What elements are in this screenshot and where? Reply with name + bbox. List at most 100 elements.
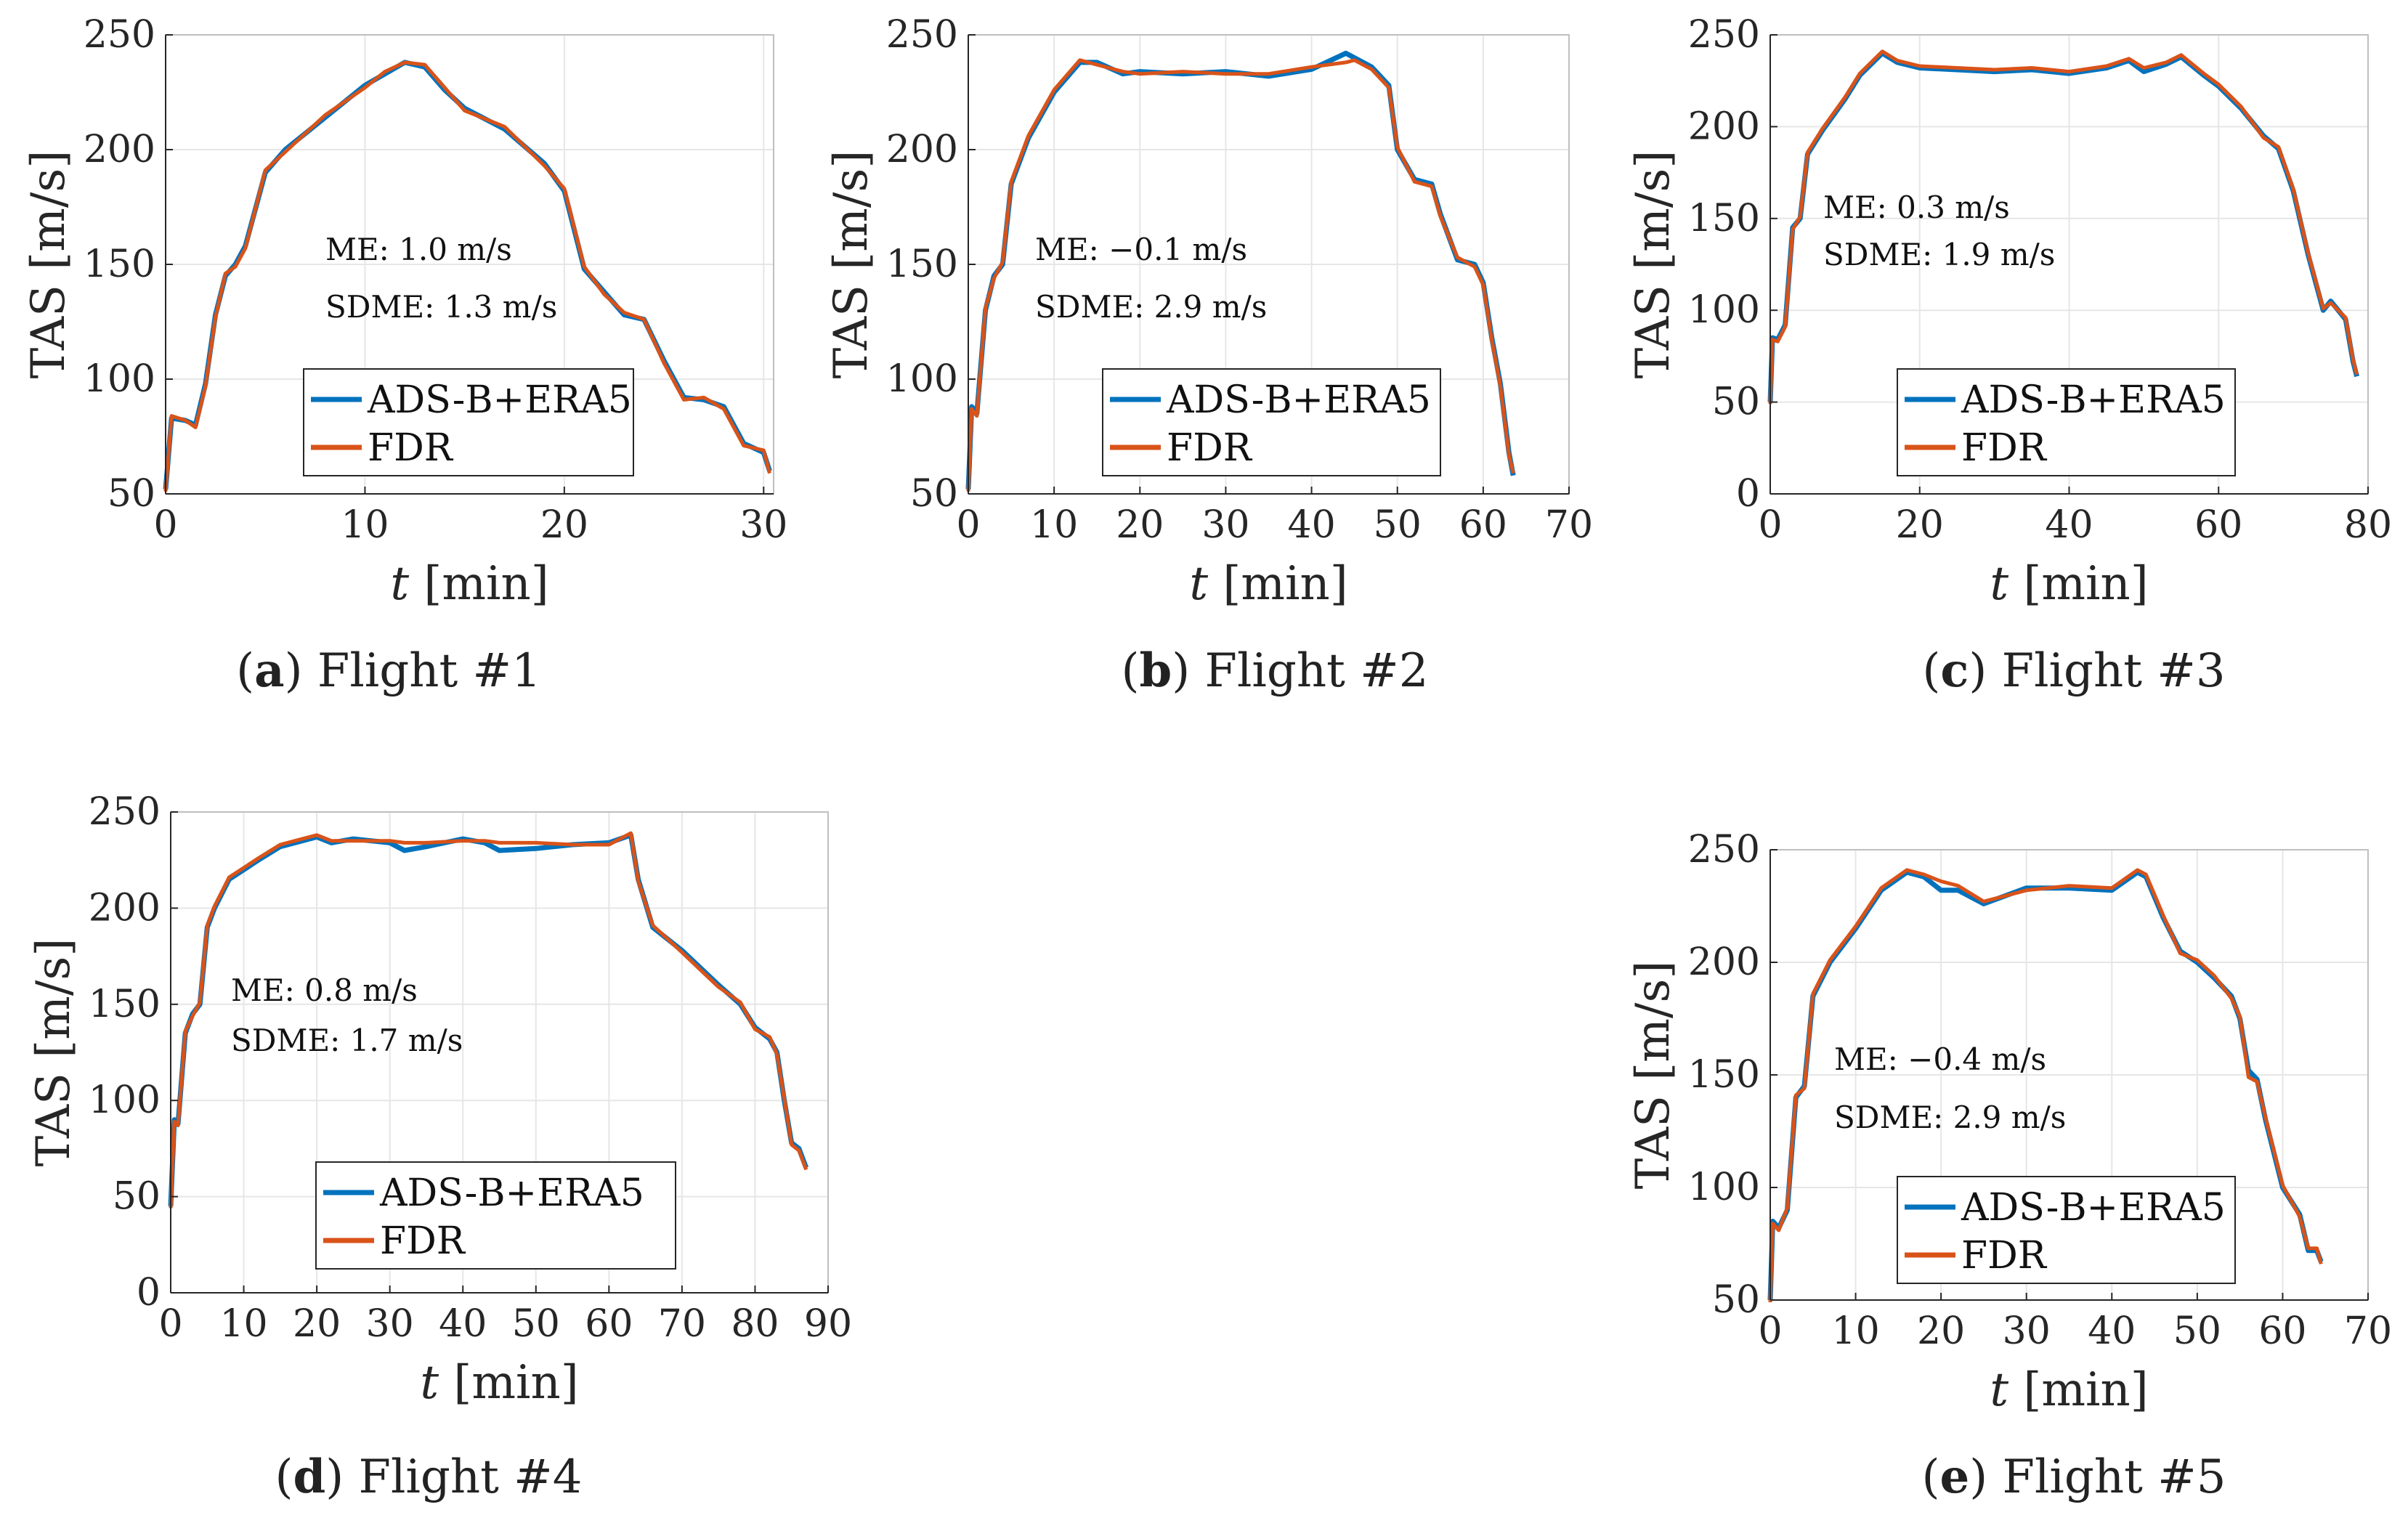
x-tick-label: 10 — [219, 1302, 267, 1346]
y-tick-label: 100 — [886, 357, 958, 401]
chart-d: 0 10 20 30 40 50 60 70 80 90 0 50 100 150 200 250 t [min… — [27, 790, 852, 1504]
y-tick-label: 200 — [84, 128, 155, 171]
series-line-fdr — [1768, 49, 2359, 405]
caption: (b) Flight #2 — [1122, 643, 1429, 698]
annotation-sdme: SDME: 1.7 m/s — [231, 1023, 463, 1058]
chart-c: 0 20 40 60 80 0 50 100 150 200 250 t [min] TAS [m/s]… — [1626, 13, 2392, 698]
annotation-sdme: SDME: 2.9 m/s — [1834, 1100, 2066, 1135]
x-tick-label: 0 — [158, 1302, 182, 1346]
legend-label-adsb-era5: ADS-B+ERA5 — [379, 1171, 644, 1215]
y-tick-label: 150 — [1688, 197, 1760, 240]
x-tick-label: 30 — [1201, 503, 1249, 547]
y-tick-label: 0 — [1736, 472, 1760, 516]
caption: (c) Flight #3 — [1922, 643, 2225, 698]
y-tick-label: 100 — [84, 357, 155, 401]
legend-label-fdr: FDR — [1961, 426, 2048, 470]
x-tick-label: 80 — [731, 1302, 779, 1346]
y-tick-label: 50 — [113, 1175, 161, 1219]
x-tick-label: 30 — [2003, 1309, 2051, 1353]
y-axis-label: TAS [m/s] — [1626, 961, 1680, 1190]
x-tick-label: 30 — [739, 503, 787, 547]
x-tick-label: 60 — [585, 1302, 633, 1346]
legend-box — [1897, 368, 2236, 476]
series-line-fdr — [966, 58, 1515, 492]
annotation-sdme: SDME: 1.9 m/s — [1823, 237, 2055, 272]
x-tick-label: 40 — [439, 1302, 487, 1346]
annotation-me: ME: 0.8 m/s — [231, 972, 418, 1008]
x-tick-label: 40 — [1287, 503, 1335, 547]
y-axis-label: TAS [m/s] — [22, 150, 76, 379]
y-tick-label: 250 — [1688, 828, 1760, 872]
chart-a: 0 10 20 30 50 100 150 200 250 t [min] TAS [m/s] ME:… — [22, 13, 787, 698]
x-axis-label: t [min] — [420, 1356, 578, 1410]
annotation-me: ME: 1.0 m/s — [325, 232, 512, 267]
y-tick-label: 0 — [137, 1271, 161, 1315]
x-axis-label: t [min] — [1990, 1363, 2148, 1417]
x-tick-label: 20 — [1116, 503, 1164, 547]
y-axis-label: TAS [m/s] — [27, 938, 81, 1167]
x-tick-label: 0 — [153, 503, 177, 547]
legend-label-adsb-era5: ADS-B+ERA5 — [1961, 378, 2226, 422]
y-tick-label: 100 — [1688, 1166, 1760, 1209]
x-tick-label: 10 — [341, 503, 389, 547]
x-tick-label: 50 — [2173, 1309, 2221, 1353]
legend-box — [303, 368, 634, 476]
x-tick-label: 90 — [804, 1302, 852, 1346]
caption: (e) Flight #5 — [1922, 1450, 2226, 1504]
y-tick-label: 50 — [1712, 1278, 1760, 1322]
series-line-fdr — [163, 60, 771, 492]
annotation-me: ME: 0.3 m/s — [1823, 190, 2010, 225]
legend-label-adsb-era5: ADS-B+ERA5 — [1961, 1186, 2226, 1230]
x-tick-label: 50 — [1374, 503, 1422, 547]
caption: (d) Flight #4 — [275, 1450, 583, 1504]
y-tick-label: 100 — [1688, 288, 1760, 332]
x-tick-label: 20 — [293, 1302, 341, 1346]
y-tick-label: 150 — [84, 243, 155, 286]
y-tick-label: 200 — [1688, 105, 1760, 148]
x-axis-label: t [min] — [1189, 557, 1347, 611]
legend-box — [1897, 1176, 2236, 1284]
x-tick-label: 0 — [956, 503, 980, 547]
x-tick-label: 70 — [658, 1302, 706, 1346]
y-tick-label: 100 — [89, 1079, 161, 1122]
y-tick-label: 250 — [886, 13, 958, 57]
legend-box — [315, 1161, 676, 1270]
legend-label-adsb-era5: ADS-B+ERA5 — [367, 378, 632, 422]
y-axis-label: TAS [m/s] — [824, 150, 878, 379]
legend-label-fdr: FDR — [368, 426, 454, 470]
legend-label-fdr: FDR — [1961, 1234, 2048, 1278]
y-tick-label: 200 — [886, 128, 958, 171]
y-tick-label: 200 — [89, 886, 161, 930]
chart-e: 0 10 20 30 40 50 60 70 50 100 150 200 250 t [min] TAS … — [1626, 828, 2392, 1504]
y-tick-label: 50 — [1712, 381, 1760, 424]
series-line-fdr — [1768, 868, 2323, 1303]
x-tick-label: 70 — [1545, 503, 1593, 547]
legend-label-fdr: FDR — [1167, 426, 1253, 470]
y-tick-label: 250 — [1688, 13, 1760, 57]
x-tick-label: 10 — [1030, 503, 1078, 547]
y-axis-label: TAS [m/s] — [1626, 150, 1680, 379]
y-tick-label: 50 — [108, 472, 155, 516]
annotation-sdme: SDME: 2.9 m/s — [1035, 289, 1267, 325]
legend-box — [1102, 368, 1441, 476]
x-tick-label: 0 — [1758, 1309, 1782, 1353]
x-tick-label: 20 — [540, 503, 588, 547]
x-tick-label: 50 — [512, 1302, 560, 1346]
x-tick-label: 40 — [2045, 503, 2093, 547]
chart-b: 0 10 20 30 40 50 60 70 50 100 150 200 250 t [min] TAS … — [824, 13, 1593, 698]
x-tick-label: 20 — [1896, 503, 1944, 547]
series-line-fdr — [169, 831, 808, 1209]
annotation-sdme: SDME: 1.3 m/s — [325, 289, 557, 325]
x-tick-label: 60 — [2258, 1309, 2306, 1353]
y-tick-label: 150 — [886, 243, 958, 286]
x-tick-label: 30 — [366, 1302, 414, 1346]
x-axis-label: t [min] — [1990, 557, 2148, 611]
y-tick-label: 50 — [910, 472, 958, 516]
x-tick-label: 80 — [2344, 503, 2392, 547]
